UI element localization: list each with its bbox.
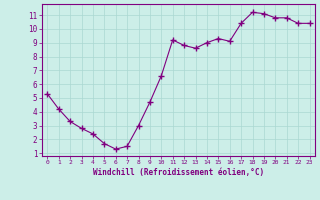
- X-axis label: Windchill (Refroidissement éolien,°C): Windchill (Refroidissement éolien,°C): [93, 168, 264, 177]
